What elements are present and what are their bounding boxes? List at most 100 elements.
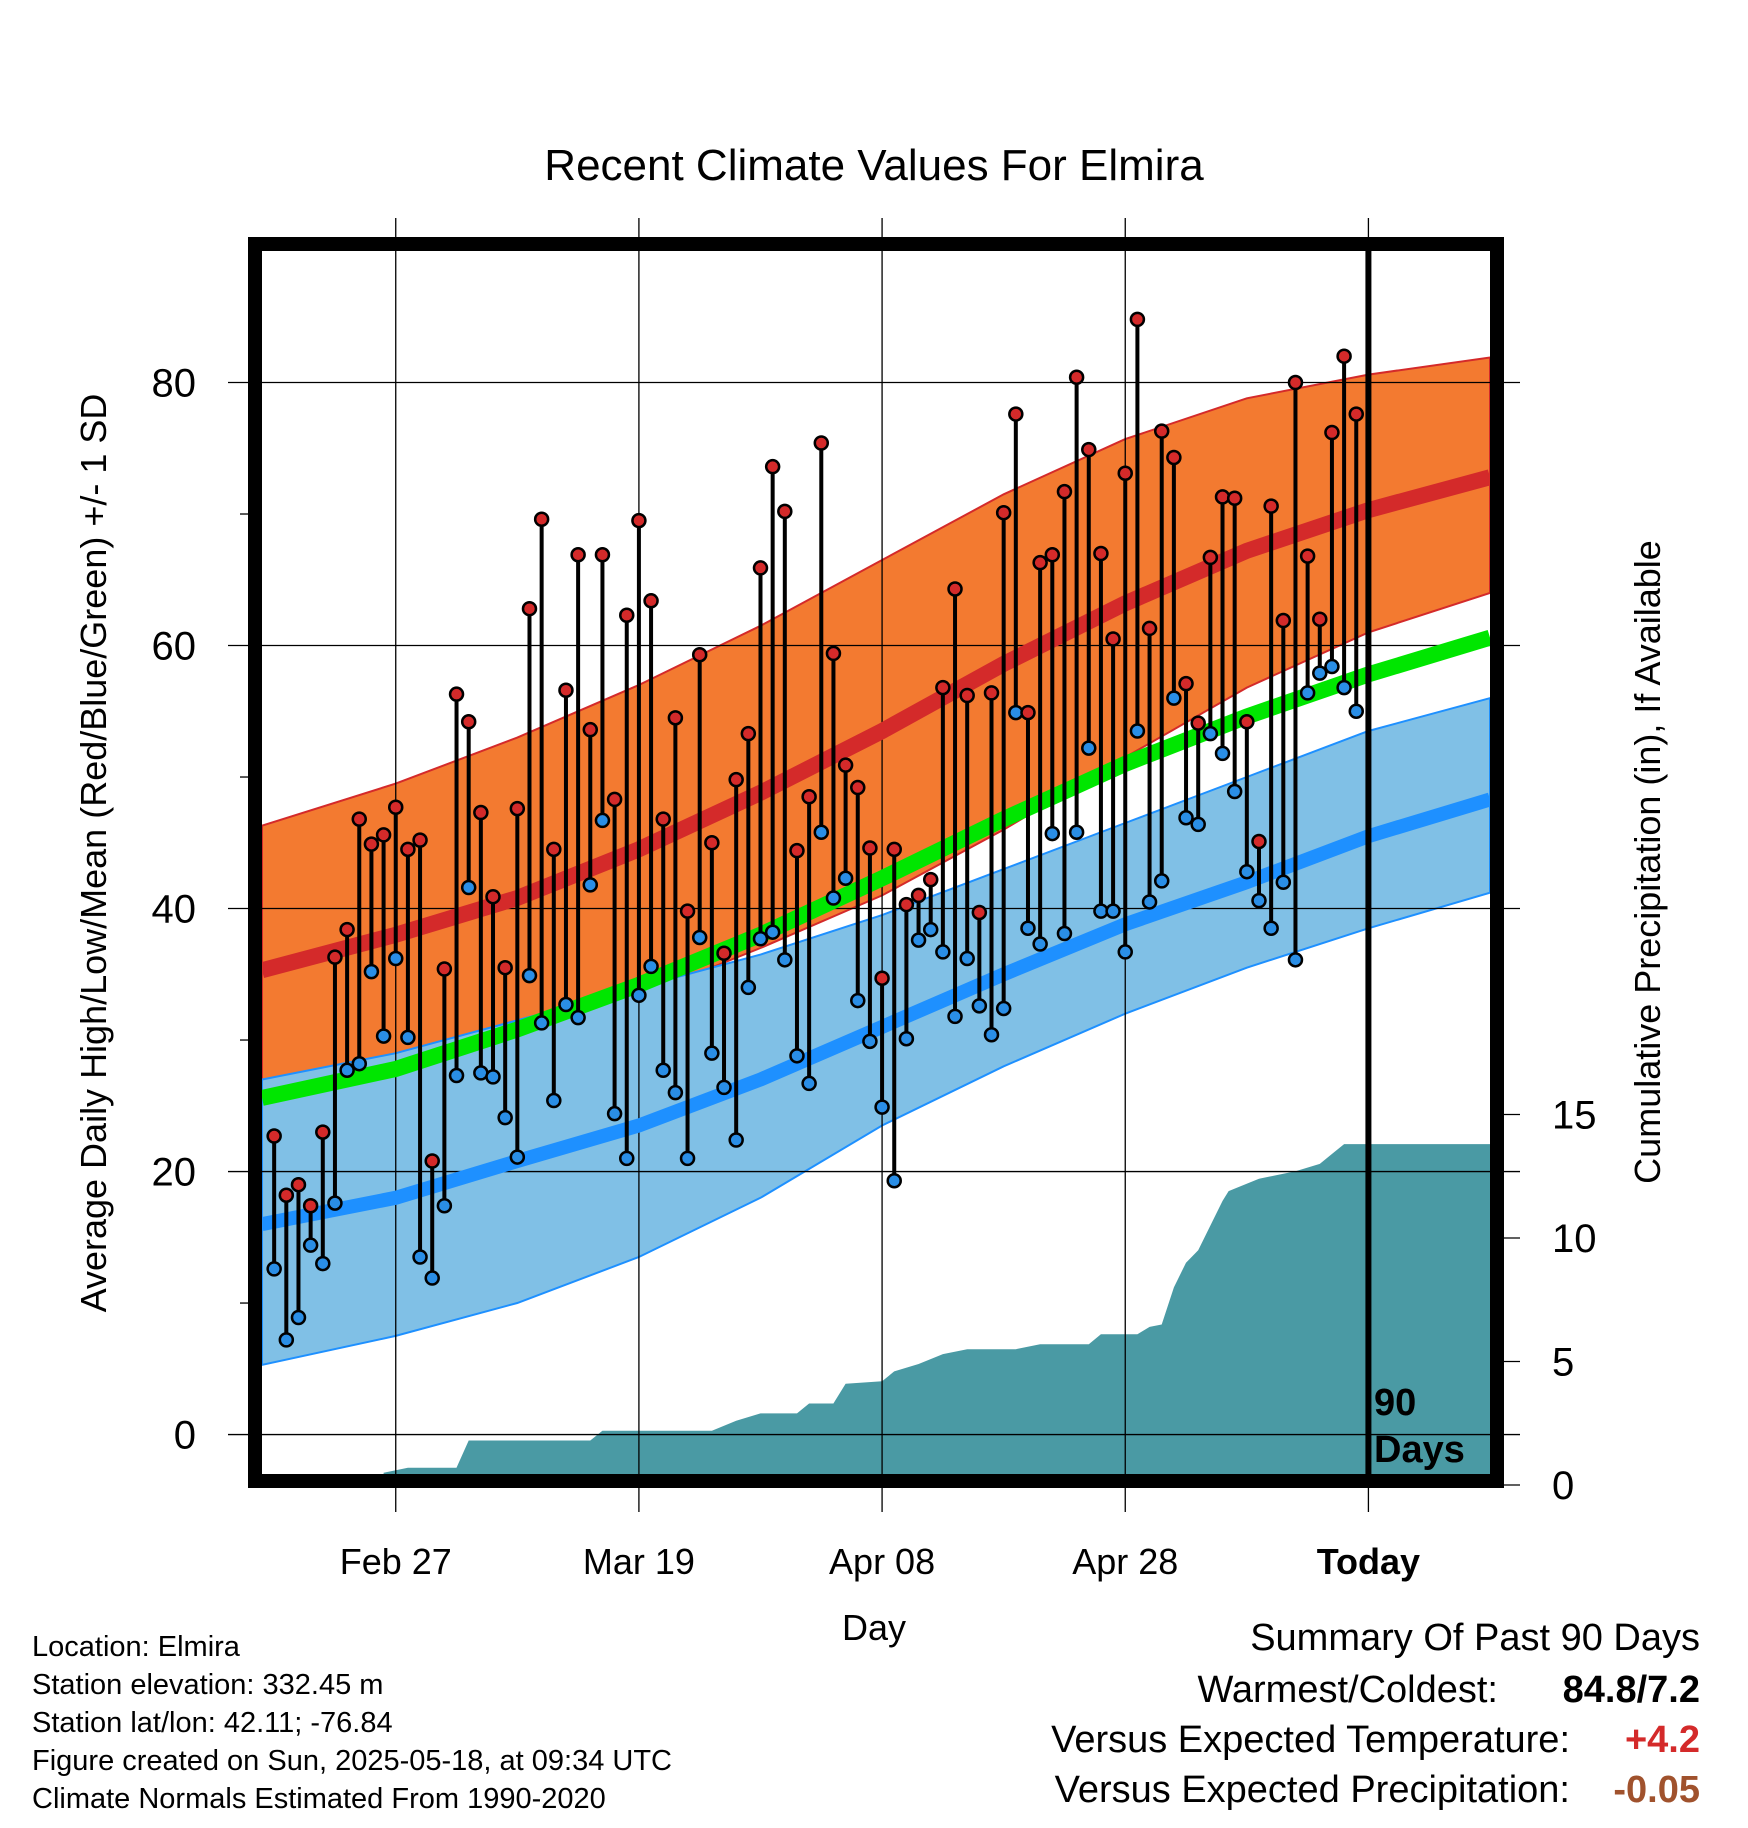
daily-low-point xyxy=(509,1149,526,1165)
daily-high-point xyxy=(947,581,963,597)
daily-high-point xyxy=(533,511,550,528)
daily-high-point xyxy=(1032,554,1048,571)
daily-high-point xyxy=(266,1128,282,1144)
daily-low-point xyxy=(533,1015,550,1031)
info-elevation: Station elevation: 332.45 m xyxy=(32,1669,383,1701)
daily-low-point xyxy=(315,1255,331,1272)
daily-high-point xyxy=(606,791,623,808)
daily-high-point xyxy=(400,841,416,858)
x-tick-label: Today xyxy=(1317,1541,1420,1582)
daily-high-point xyxy=(910,887,927,904)
daily-high-point xyxy=(1141,620,1158,637)
summary-temp-value: +4.2 xyxy=(1625,1719,1700,1761)
daily-high-point xyxy=(995,504,1012,521)
daily-high-point xyxy=(1178,675,1194,692)
daily-high-point xyxy=(485,888,501,905)
daily-high-point xyxy=(1129,311,1146,328)
y-tick-label: 60 xyxy=(152,625,197,669)
daily-high-point xyxy=(959,687,975,704)
daily-high-point xyxy=(740,725,757,742)
daily-low-point xyxy=(959,950,975,967)
summary-precip-label: Versus Expected Precipitation: xyxy=(1055,1769,1570,1811)
daily-high-point xyxy=(582,721,599,738)
daily-high-point xyxy=(983,685,1000,701)
daily-low-point xyxy=(1336,679,1352,696)
daily-low-point xyxy=(1068,824,1085,841)
daily-high-point xyxy=(886,841,902,858)
x-tick-label: Mar 19 xyxy=(583,1541,695,1582)
y-axis-label: Average Daily High/Low/Mean (Red/Blue/Gr… xyxy=(73,394,114,1313)
daily-low-point xyxy=(983,1027,1000,1043)
cumulative-precip xyxy=(383,1144,1490,1474)
daily-high-point xyxy=(1251,833,1267,850)
daily-low-point xyxy=(1105,903,1121,919)
daily-low-point xyxy=(606,1105,623,1122)
daily-low-point xyxy=(460,879,477,896)
daily-high-point xyxy=(874,970,890,986)
daily-low-point xyxy=(691,929,708,946)
today-annotation-line2: Days xyxy=(1374,1429,1465,1471)
daily-high-point xyxy=(789,842,805,859)
daily-low-point xyxy=(351,1055,368,1072)
daily-low-point xyxy=(655,1062,671,1079)
daily-high-point xyxy=(1166,449,1182,466)
daily-high-point xyxy=(473,804,489,821)
daily-observations xyxy=(266,311,1365,1348)
daily-low-point xyxy=(582,877,599,893)
daily-high-point xyxy=(1008,406,1024,422)
summary-title: Summary Of Past 90 Days xyxy=(1250,1617,1700,1659)
daily-low-point xyxy=(424,1270,440,1286)
daily-low-point xyxy=(290,1309,307,1326)
daily-high-point xyxy=(460,714,477,730)
y2-tick-label: 5 xyxy=(1552,1341,1574,1385)
daily-high-point xyxy=(412,832,428,848)
daily-low-point xyxy=(1153,873,1170,889)
daily-low-point xyxy=(862,1033,878,1050)
normal-high-line xyxy=(262,469,1490,979)
daily-low-point xyxy=(631,987,647,1004)
daily-low-point xyxy=(1056,925,1073,942)
daily-low-point xyxy=(278,1332,295,1348)
today-annotation-line1: 90 xyxy=(1374,1382,1416,1424)
daily-high-point xyxy=(898,896,915,913)
info-latlon: Station lat/lon: 42.11; -76.84 xyxy=(32,1707,393,1739)
x-tick-label: Apr 28 xyxy=(1072,1541,1178,1582)
daily-low-point xyxy=(728,1132,744,1148)
daily-high-point xyxy=(704,835,720,851)
x-tick-label: Apr 08 xyxy=(829,1541,935,1582)
daily-low-point xyxy=(995,1000,1012,1017)
daily-high-point xyxy=(643,593,659,609)
plot-frame xyxy=(248,237,1504,1488)
daily-high-point xyxy=(1056,483,1073,500)
daily-high-point xyxy=(351,811,368,827)
daily-low-point xyxy=(704,1045,720,1061)
daily-high-point xyxy=(436,961,453,977)
daily-high-point xyxy=(1312,611,1328,627)
daily-high-point xyxy=(691,646,708,663)
daily-low-point xyxy=(801,1075,817,1092)
daily-high-point xyxy=(777,503,793,520)
x-axis-label: Day xyxy=(842,1607,906,1648)
daily-low-point xyxy=(922,921,939,938)
daily-low-point xyxy=(375,1028,392,1044)
daily-low-point xyxy=(1214,745,1231,762)
daily-high-point xyxy=(1105,631,1121,647)
daily-high-point xyxy=(813,435,830,451)
daily-high-point xyxy=(1044,547,1061,563)
daily-low-point xyxy=(327,1195,343,1211)
daily-high-point xyxy=(375,827,392,843)
precip-area xyxy=(383,1144,1490,1474)
daily-high-point xyxy=(1190,715,1206,731)
daily-high-point xyxy=(302,1197,319,1214)
daily-low-point xyxy=(436,1197,453,1214)
daily-high-point xyxy=(764,458,781,475)
daily-low-point xyxy=(1239,863,1255,880)
daily-high-point xyxy=(1263,498,1279,514)
daily-low-point xyxy=(521,967,538,984)
daily-high-point xyxy=(1068,369,1085,385)
daily-low-point xyxy=(1312,665,1328,681)
info-created: Figure created on Sun, 2025-05-18, at 09… xyxy=(32,1745,672,1777)
daily-low-point xyxy=(1226,783,1243,800)
daily-high-point xyxy=(1117,465,1133,481)
